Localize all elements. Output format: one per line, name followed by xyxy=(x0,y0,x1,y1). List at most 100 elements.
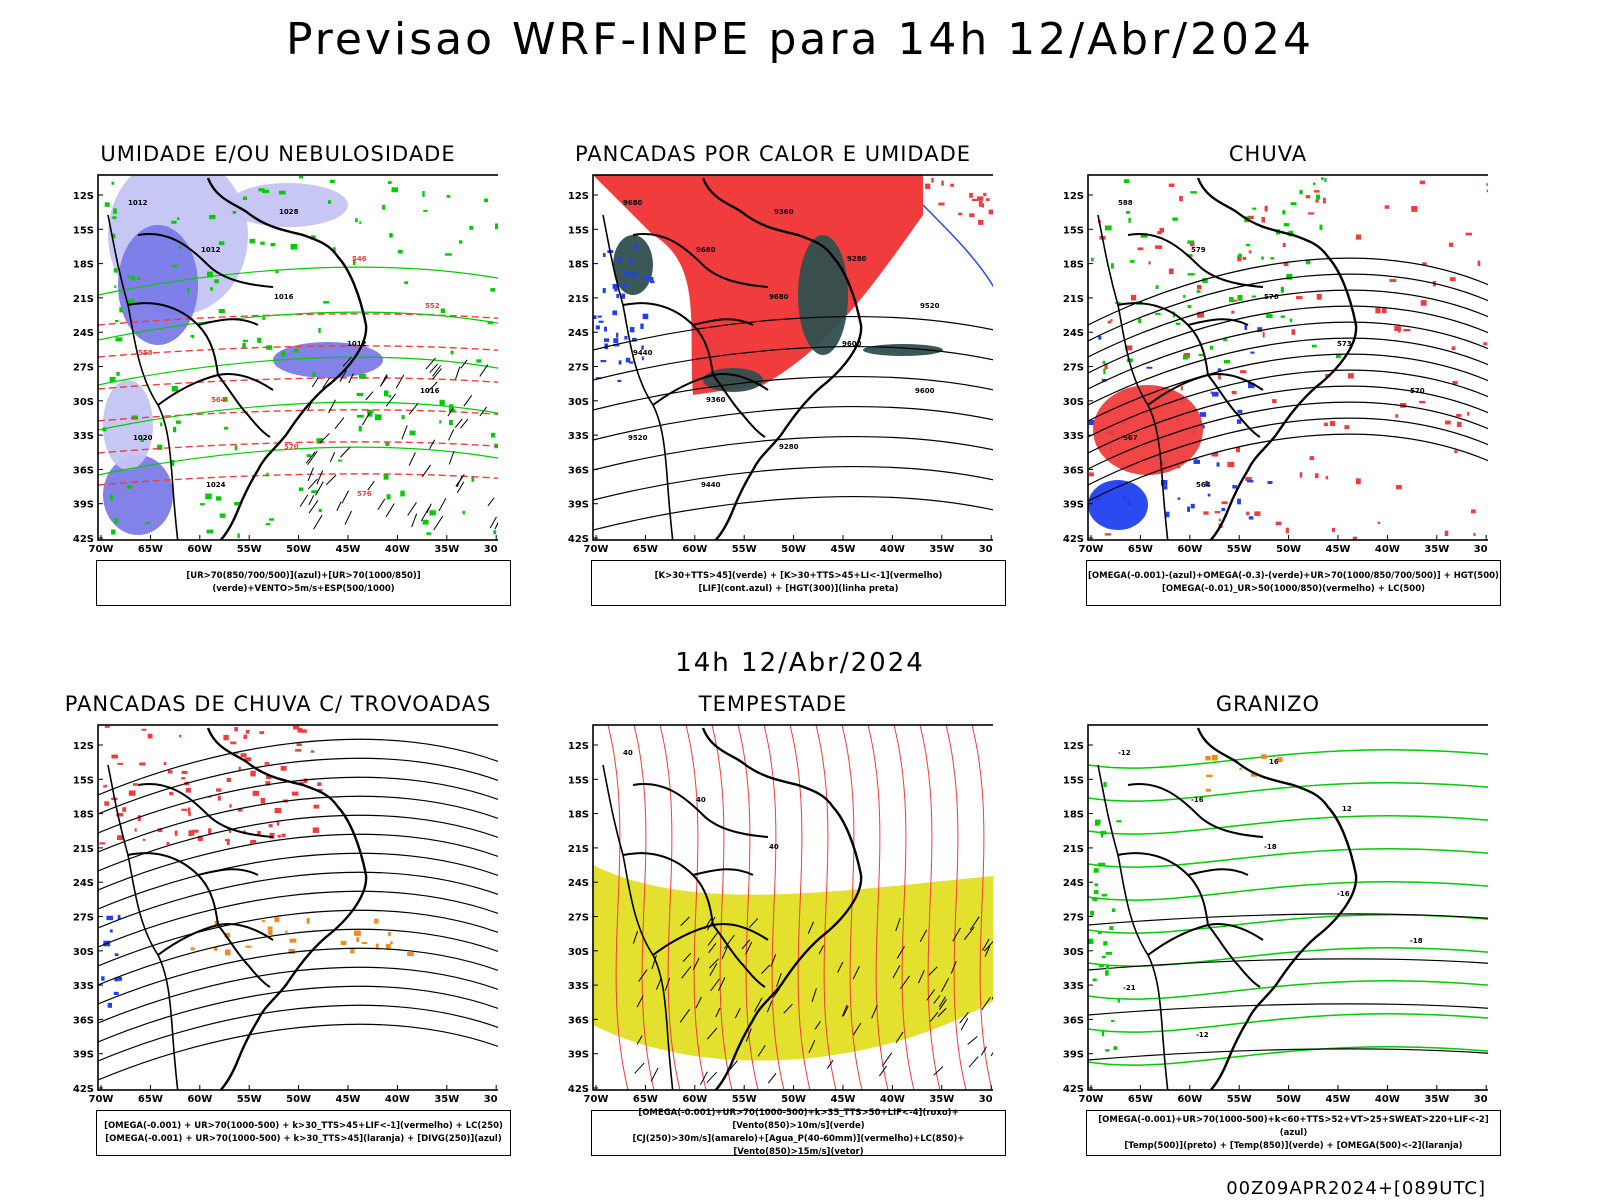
lat-label: 36S xyxy=(568,1015,589,1026)
wind-vector xyxy=(305,451,316,464)
streamline xyxy=(98,947,498,1005)
wind-vector xyxy=(826,1060,834,1069)
wind-vector xyxy=(656,978,662,990)
rain-marker xyxy=(1172,217,1178,221)
country-border xyxy=(1127,233,1264,288)
wind-vector xyxy=(929,1011,939,1022)
lon-label: 60W xyxy=(187,1094,212,1105)
rain-marker xyxy=(1175,322,1181,325)
rain-marker xyxy=(1089,472,1094,477)
humidity-low-marker xyxy=(258,188,265,192)
hail-marker xyxy=(1105,970,1109,976)
lifted-index-marker xyxy=(612,310,618,316)
divergence-marker xyxy=(114,953,119,957)
rain-marker xyxy=(1168,183,1175,187)
humidity-low-marker xyxy=(112,216,117,220)
wind-vector xyxy=(454,418,463,428)
storm-marker xyxy=(291,791,299,796)
lat-label: 42S xyxy=(73,1084,94,1095)
rain-marker xyxy=(1199,412,1207,417)
humidity-low-marker xyxy=(383,390,389,397)
contour-label: 564 xyxy=(211,396,226,404)
rain-marker xyxy=(1315,199,1319,203)
water-contour xyxy=(815,725,837,1090)
rain-marker xyxy=(1248,250,1252,254)
lat-label: 33S xyxy=(73,981,94,992)
humidity-low-marker xyxy=(316,438,324,444)
lat-label: 36S xyxy=(1063,1015,1084,1026)
wind-vector xyxy=(783,1003,793,1014)
humidity-low-marker xyxy=(397,250,403,254)
storm-marker xyxy=(133,783,138,786)
lon-label: 50W xyxy=(781,1094,806,1105)
humidity-low-marker xyxy=(386,494,391,500)
thickness-contour xyxy=(98,345,498,358)
rain-marker xyxy=(1456,413,1462,417)
rain-marker xyxy=(1221,507,1226,512)
streamline xyxy=(98,852,498,910)
humidity-low-marker xyxy=(359,221,362,224)
instability-marker xyxy=(941,180,944,186)
storm-marker xyxy=(117,762,124,765)
height-contour xyxy=(1088,353,1488,422)
contour-label: 579 xyxy=(1191,246,1206,254)
lon-label: 45W xyxy=(1326,544,1351,555)
contour-label: 1016 xyxy=(274,293,294,301)
wind-vector xyxy=(952,927,961,942)
hail-marker xyxy=(1103,941,1108,946)
height-contour xyxy=(593,376,993,411)
humidity-low-marker xyxy=(209,214,216,220)
lifted-index-marker xyxy=(616,293,620,299)
humidity-low-marker xyxy=(265,523,271,526)
rain-marker xyxy=(1125,345,1133,351)
wind-vector xyxy=(407,502,417,516)
country-border xyxy=(692,318,754,326)
forecast-map: 9680 9680 9680 9600 9600 9520 9440 9360 9280 9520… xyxy=(568,174,993,555)
humidity-low-marker xyxy=(144,522,150,525)
rain-marker xyxy=(1231,310,1235,314)
wind-vector xyxy=(636,995,644,1008)
humidity-low-marker xyxy=(114,518,119,524)
rain-marker xyxy=(1331,527,1335,532)
storm-marker xyxy=(226,840,230,846)
rain-marker xyxy=(1283,261,1289,267)
storm-marker xyxy=(187,807,191,814)
wind-vector xyxy=(892,965,901,979)
rain-marker xyxy=(1238,253,1242,258)
humidity-low-marker xyxy=(171,220,177,224)
lat-label: 33S xyxy=(568,431,589,442)
rain-marker xyxy=(1236,447,1241,453)
humidity-low-marker xyxy=(119,307,123,313)
storm-marker xyxy=(251,839,257,843)
rain-marker xyxy=(1266,314,1273,318)
panel-granizo: GRANIZO -12 -16 -18 -16 -18 -21 -12 16 12 12S 15S 1… xyxy=(1048,692,1501,1167)
humidity-low-marker xyxy=(205,493,212,500)
storm-marker xyxy=(166,842,170,846)
country-border xyxy=(197,868,259,876)
panel-chuva: CHUVA 588 579 576 573 570 567 564 12S 15S 18S 21S 2… xyxy=(1048,142,1501,617)
instability-marker xyxy=(977,196,984,201)
rain-marker xyxy=(1389,279,1397,282)
wind-vector xyxy=(438,497,447,512)
rain-marker xyxy=(1397,327,1401,333)
country-border xyxy=(622,852,714,926)
contour-label: -18 xyxy=(1410,937,1423,945)
rain-marker xyxy=(1246,480,1254,483)
rain-marker xyxy=(1291,329,1296,335)
rain-marker xyxy=(1375,307,1381,314)
wind-vector xyxy=(315,481,324,496)
rain-marker xyxy=(1283,223,1290,227)
storm-marker xyxy=(122,807,127,812)
humidity-low-marker xyxy=(187,287,190,294)
humidity-low-marker xyxy=(298,487,304,491)
humidity-low-marker xyxy=(111,529,116,535)
lifted-index-marker xyxy=(641,356,644,361)
wind-vector xyxy=(313,514,323,530)
rain-marker xyxy=(1130,294,1137,301)
wind-vector xyxy=(709,963,718,976)
contour-label: 558 xyxy=(138,349,153,357)
storm-marker xyxy=(167,770,173,774)
humidity-low-marker xyxy=(176,217,180,220)
storm-marker xyxy=(246,729,250,732)
lat-label: 33S xyxy=(1063,431,1084,442)
